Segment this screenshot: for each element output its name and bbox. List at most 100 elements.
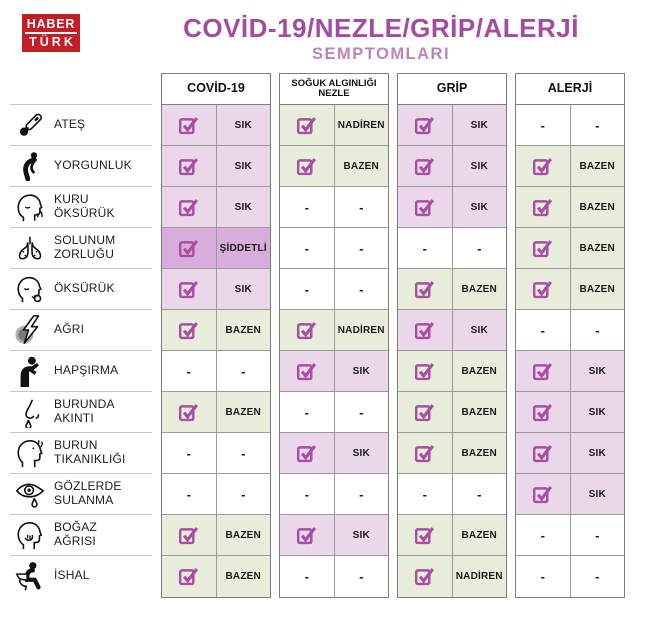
symptom-label: KURU ÖKSÜRÜK [54, 192, 115, 220]
frequency-cell: BAZEN [570, 146, 624, 186]
frequency-label: SIK [234, 201, 252, 213]
symptom-row: SOLUNUM ZORLUĞU [10, 227, 152, 268]
check-icon [414, 402, 435, 423]
symptom-label-column: ATEŞ YORGUNLUK KURU ÖKSÜRÜK SOLUNUM ZORLUĞU… [10, 73, 152, 596]
frequency-label: BAZEN [579, 160, 615, 172]
frequency-row: SIK [280, 515, 388, 556]
frequency-cell: BAZEN [452, 269, 506, 309]
presence-cell [280, 310, 335, 350]
frequency-row: BAZEN [398, 515, 506, 556]
column-header-alerji: ALERJİ [516, 74, 624, 105]
column-covid: COVİD-19 SIK SIK SIK ŞİDDETLİ SIK BAZEN - - BAZEN… [161, 73, 271, 598]
presence-cell [516, 392, 571, 432]
dash: - [595, 527, 600, 543]
frequency-label: BAZEN [461, 406, 497, 418]
frequency-label: ŞİDDETLİ [219, 242, 267, 254]
watery-eye-icon [10, 478, 50, 510]
frequency-row: -- [398, 474, 506, 515]
frequency-label: SIK [234, 283, 252, 295]
check-icon [178, 197, 199, 218]
check-icon [532, 484, 553, 505]
check-icon [178, 566, 199, 587]
frequency-row: SIK [398, 310, 506, 351]
presence-cell [516, 228, 571, 268]
frequency-label: SIK [352, 529, 370, 541]
frequency-row: BAZEN [516, 269, 624, 310]
dash: - [186, 486, 191, 502]
check-icon [532, 443, 553, 464]
symptom-label: AĞRI [54, 322, 85, 337]
frequency-label: NADİREN [337, 119, 385, 131]
frequency-cell: - [570, 556, 624, 597]
tired-person-icon [10, 151, 50, 181]
frequency-label: SIK [588, 406, 606, 418]
lungs-icon [10, 232, 50, 264]
dash: - [304, 569, 309, 584]
frequency-cell: - [334, 392, 388, 432]
presence-cell [516, 146, 571, 186]
frequency-cell: SIK [452, 146, 506, 186]
check-icon [296, 443, 317, 464]
check-icon [414, 361, 435, 382]
presence-cell [398, 351, 453, 391]
frequency-row: BAZEN [280, 146, 388, 187]
frequency-cell: BAZEN [452, 515, 506, 555]
frequency-cell: SIK [216, 187, 270, 227]
frequency-label: BAZEN [579, 283, 615, 295]
frequency-cell: SIK [334, 515, 388, 555]
dash: - [540, 527, 545, 543]
frequency-cell: SIK [452, 310, 506, 350]
dash: - [241, 363, 246, 379]
haberturk-logo: HABER TÜRK [22, 14, 80, 52]
column-grip: GRİP SIK SIK SIK - - BAZEN SIK BAZEN BAZEN BAZEN - -… [397, 73, 507, 598]
frequency-cell: NADİREN [334, 105, 388, 145]
presence-cell [516, 269, 571, 309]
dash: - [241, 445, 246, 461]
check-icon [296, 115, 317, 136]
frequency-label: BAZEN [225, 324, 261, 336]
frequency-row: BAZEN [162, 392, 270, 433]
frequency-label: SIK [470, 160, 488, 172]
dash: - [304, 240, 309, 256]
frequency-cell: - [452, 474, 506, 514]
presence-cell [162, 187, 217, 227]
frequency-row: SIK [516, 474, 624, 515]
dash: - [359, 486, 364, 502]
symptom-row: BURUNDA AKINTI [10, 391, 152, 432]
frequency-label: BAZEN [461, 447, 497, 459]
toilet-person-icon [10, 560, 50, 592]
dash: - [359, 569, 364, 584]
symptom-row: BURUN TIKANIKLIĞI [10, 432, 152, 473]
presence-cell [398, 105, 453, 145]
frequency-label: SIK [234, 160, 252, 172]
frequency-cell: BAZEN [334, 146, 388, 186]
presence-cell [398, 556, 453, 597]
frequency-cell: BAZEN [570, 228, 624, 268]
check-icon [414, 197, 435, 218]
frequency-label: NADİREN [337, 324, 385, 336]
frequency-label: BAZEN [579, 201, 615, 213]
frequency-cell: - [216, 433, 270, 473]
frequency-row: -- [516, 515, 624, 556]
presence-cell [162, 515, 217, 555]
check-icon [414, 566, 435, 587]
frequency-label: SIK [234, 119, 252, 131]
frequency-label: SIK [588, 488, 606, 500]
frequency-label: BAZEN [225, 406, 261, 418]
frequency-cell: NADİREN [334, 310, 388, 350]
dash: - [186, 363, 191, 379]
frequency-cell: BAZEN [452, 351, 506, 391]
column-header-covid: COVİD-19 [162, 74, 270, 105]
frequency-cell: - [216, 351, 270, 391]
frequency-row: ŞİDDETLİ [162, 228, 270, 269]
check-icon [414, 525, 435, 546]
frequency-row: -- [398, 228, 506, 269]
frequency-label: SIK [470, 201, 488, 213]
frequency-label: BAZEN [225, 529, 261, 541]
frequency-cell: SIK [570, 351, 624, 391]
presence-cell [398, 515, 453, 555]
presence-cell [162, 228, 217, 268]
page-subtitle: SEMPTOMLARI [311, 45, 451, 64]
symptom-comparison-table: ATEŞ YORGUNLUK KURU ÖKSÜRÜK SOLUNUM ZORLUĞU… [10, 73, 625, 598]
dash: - [595, 322, 600, 338]
